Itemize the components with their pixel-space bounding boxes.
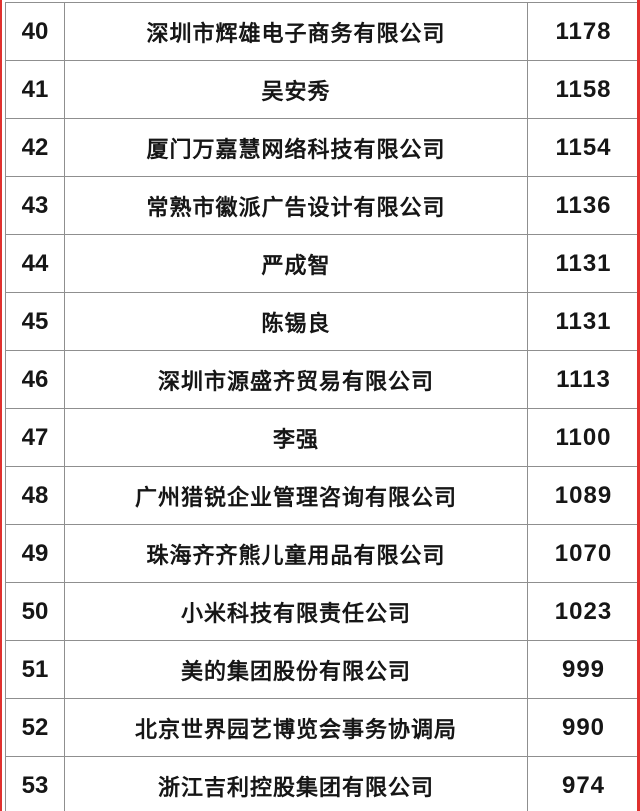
table-row: 40 深圳市辉雄电子商务有限公司 1178 <box>5 2 637 61</box>
table-row: 43 常熟市徽派广告设计有限公司 1136 <box>5 176 637 235</box>
score-cell: 974 <box>527 756 637 811</box>
rank-cell: 48 <box>5 466 65 525</box>
ranking-table: 40 深圳市辉雄电子商务有限公司 1178 41 吴安秀 1158 42 厦门万… <box>5 2 637 811</box>
table-row: 51 美的集团股份有限公司 999 <box>5 640 637 699</box>
name-cell: 深圳市源盛齐贸易有限公司 <box>64 350 528 409</box>
name-cell: 深圳市辉雄电子商务有限公司 <box>64 2 528 61</box>
name-cell: 珠海齐齐熊儿童用品有限公司 <box>64 524 528 583</box>
name-cell: 浙江吉利控股集团有限公司 <box>64 756 528 811</box>
name-cell: 陈锡良 <box>64 292 528 351</box>
name-cell: 吴安秀 <box>64 60 528 119</box>
rank-cell: 40 <box>5 2 65 61</box>
name-cell: 小米科技有限责任公司 <box>64 582 528 641</box>
name-cell: 厦门万嘉慧网络科技有限公司 <box>64 118 528 177</box>
score-cell: 1100 <box>527 408 637 467</box>
name-cell: 常熟市徽派广告设计有限公司 <box>64 176 528 235</box>
name-cell: 北京世界园艺博览会事务协调局 <box>64 698 528 757</box>
score-cell: 1154 <box>527 118 637 177</box>
table-body: 40 深圳市辉雄电子商务有限公司 1178 41 吴安秀 1158 42 厦门万… <box>5 2 637 811</box>
rank-cell: 41 <box>5 60 65 119</box>
table-row: 44 严成智 1131 <box>5 234 637 293</box>
score-cell: 1089 <box>527 466 637 525</box>
score-cell: 1070 <box>527 524 637 583</box>
score-cell: 990 <box>527 698 637 757</box>
score-cell: 1158 <box>527 60 637 119</box>
rank-cell: 43 <box>5 176 65 235</box>
score-cell: 1136 <box>527 176 637 235</box>
rank-cell: 53 <box>5 756 65 811</box>
rank-cell: 42 <box>5 118 65 177</box>
rank-cell: 50 <box>5 582 65 641</box>
rank-cell: 46 <box>5 350 65 409</box>
rank-cell: 45 <box>5 292 65 351</box>
rank-cell: 44 <box>5 234 65 293</box>
table-row: 46 深圳市源盛齐贸易有限公司 1113 <box>5 350 637 409</box>
score-cell: 1023 <box>527 582 637 641</box>
table-row: 49 珠海齐齐熊儿童用品有限公司 1070 <box>5 524 637 583</box>
name-cell: 李强 <box>64 408 528 467</box>
score-cell: 1131 <box>527 234 637 293</box>
name-cell: 广州猎锐企业管理咨询有限公司 <box>64 466 528 525</box>
table-row: 45 陈锡良 1131 <box>5 292 637 351</box>
table-row: 48 广州猎锐企业管理咨询有限公司 1089 <box>5 466 637 525</box>
score-cell: 1178 <box>527 2 637 61</box>
score-cell: 1131 <box>527 292 637 351</box>
table-row: 53 浙江吉利控股集团有限公司 974 <box>5 756 637 811</box>
table-row: 52 北京世界园艺博览会事务协调局 990 <box>5 698 637 757</box>
table-row: 42 厦门万嘉慧网络科技有限公司 1154 <box>5 118 637 177</box>
table-row: 41 吴安秀 1158 <box>5 60 637 119</box>
name-cell: 严成智 <box>64 234 528 293</box>
rank-cell: 52 <box>5 698 65 757</box>
table-row: 50 小米科技有限责任公司 1023 <box>5 582 637 641</box>
rank-cell: 47 <box>5 408 65 467</box>
rank-cell: 51 <box>5 640 65 699</box>
score-cell: 1113 <box>527 350 637 409</box>
table-row: 47 李强 1100 <box>5 408 637 467</box>
name-cell: 美的集团股份有限公司 <box>64 640 528 699</box>
score-cell: 999 <box>527 640 637 699</box>
rank-cell: 49 <box>5 524 65 583</box>
